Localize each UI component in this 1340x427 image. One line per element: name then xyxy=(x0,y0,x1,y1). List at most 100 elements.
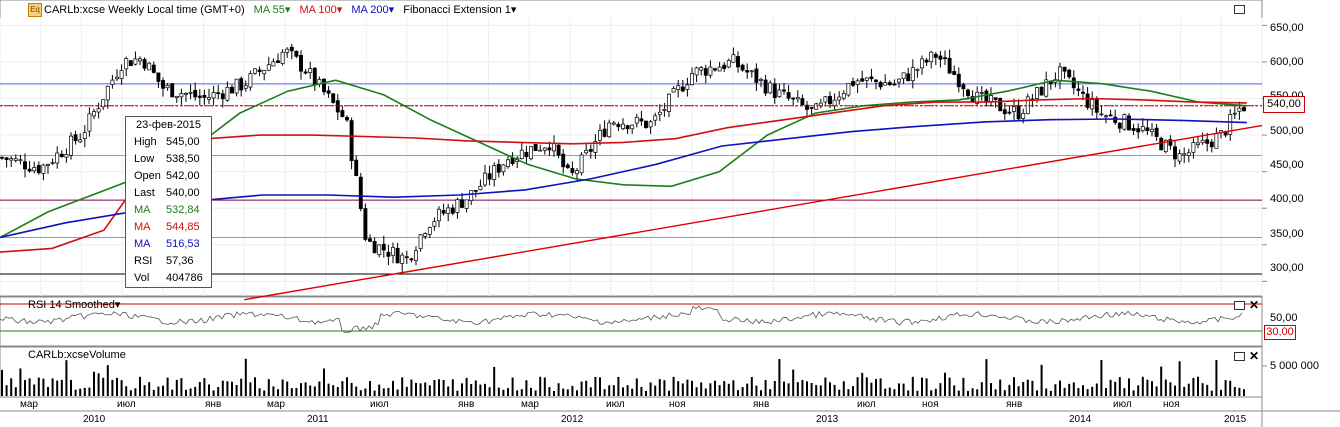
ma100-legend[interactable]: MA 100▾ xyxy=(299,4,343,16)
symbol-label[interactable]: CARLb:xcse Weekly Local time (GMT+0) xyxy=(44,4,245,16)
volume-bar xyxy=(355,386,358,396)
candle-body xyxy=(432,221,437,227)
candle-body xyxy=(906,73,911,81)
volume-bar xyxy=(235,384,238,396)
candle-body xyxy=(1242,107,1246,112)
maximize-rsi-button[interactable] xyxy=(1234,301,1245,310)
volume-bar xyxy=(658,379,661,396)
volume-bar xyxy=(672,376,675,396)
volume-bar xyxy=(1100,360,1103,396)
candle-body xyxy=(239,78,244,91)
candle-body xyxy=(395,247,400,264)
candle-body xyxy=(257,69,262,73)
candle-body xyxy=(1168,139,1173,146)
candle-body xyxy=(220,93,225,100)
volume-bar xyxy=(916,390,919,396)
candle-body xyxy=(777,89,782,97)
candle-body xyxy=(855,80,860,85)
candle-body xyxy=(768,82,773,94)
candle-body xyxy=(814,103,819,110)
month-label: июл xyxy=(606,399,625,410)
candle-body xyxy=(570,168,575,173)
volume-bar xyxy=(438,379,440,396)
volume-bar xyxy=(217,387,220,396)
info-value: 532,84 xyxy=(166,204,200,216)
volume-bar xyxy=(1229,380,1232,396)
volume-bar xyxy=(534,390,537,396)
volume-bar xyxy=(157,386,160,396)
close-rsi-icon[interactable]: ✕ xyxy=(1249,298,1260,312)
candle-body xyxy=(644,120,648,129)
candle-body xyxy=(13,158,18,161)
candle-body xyxy=(671,88,676,93)
candle-body xyxy=(266,64,271,71)
volume-bar xyxy=(1128,378,1130,396)
volume-bar xyxy=(1233,386,1236,396)
volume-bar xyxy=(1164,379,1167,396)
candle-body xyxy=(630,124,635,130)
volume-bar xyxy=(1086,389,1089,396)
candle-body xyxy=(363,208,368,240)
candle-body xyxy=(294,50,299,57)
candle-body xyxy=(648,121,653,128)
candle-body xyxy=(1182,153,1187,156)
candle-body xyxy=(147,62,152,71)
candle-body xyxy=(703,68,708,76)
info-value: 516,53 xyxy=(166,238,200,250)
candle-body xyxy=(538,149,543,152)
candle-body xyxy=(966,89,970,96)
candle-body xyxy=(722,64,727,69)
candle-body xyxy=(423,233,428,237)
volume-bar xyxy=(1238,387,1241,396)
volume-bar xyxy=(1169,382,1172,396)
eq-icon[interactable]: Eq xyxy=(28,3,42,17)
volume-bar xyxy=(824,377,827,396)
volume-bar xyxy=(1183,386,1186,396)
info-date: 23-фев-2015 xyxy=(136,119,202,131)
candle-body xyxy=(685,84,690,90)
volume-bar xyxy=(433,380,436,396)
info-value: 542,00 xyxy=(166,170,200,182)
candle-body xyxy=(588,149,593,152)
volume-bar xyxy=(990,383,992,396)
volume-bar xyxy=(116,377,118,396)
candle-body xyxy=(372,241,377,254)
candle-body xyxy=(634,116,639,124)
volume-bar xyxy=(267,379,270,396)
candle-body xyxy=(115,76,119,80)
candle-body xyxy=(1058,66,1062,82)
volume-title[interactable]: CARLb:xcseVolume xyxy=(28,349,126,361)
close-volume-icon[interactable]: ✕ xyxy=(1249,349,1260,363)
volume-bar xyxy=(74,389,77,396)
candle-body xyxy=(59,153,64,158)
volume-bar xyxy=(594,376,597,396)
volume-bar xyxy=(548,387,551,396)
volume-bar xyxy=(493,366,496,396)
volume-bar xyxy=(856,377,859,396)
volume-bar xyxy=(1220,389,1222,396)
volume-bar xyxy=(865,377,868,396)
ma55-legend[interactable]: MA 55▾ xyxy=(253,4,291,16)
month-label: июл xyxy=(857,399,876,410)
fibonacci-legend[interactable]: Fibonacci Extension 1▾ xyxy=(403,4,517,16)
candle-body xyxy=(142,59,147,69)
volume-bar xyxy=(566,389,569,396)
candle-body xyxy=(657,111,662,116)
volume-bar xyxy=(543,377,546,396)
candle-body xyxy=(979,92,984,94)
volume-bar xyxy=(313,386,316,396)
candle-body xyxy=(1154,127,1159,137)
volume-bar xyxy=(944,372,946,396)
volume-bar xyxy=(925,378,928,396)
maximize-main-button[interactable] xyxy=(1234,5,1245,14)
ma200-legend[interactable]: MA 200▾ xyxy=(351,4,395,16)
volume-bar xyxy=(957,390,960,396)
volume-bar xyxy=(819,385,822,396)
candle-body xyxy=(119,70,124,80)
candle-body xyxy=(262,70,267,75)
rsi-title[interactable]: RSI 14 Smoothed▾ xyxy=(28,299,121,311)
volume-bar xyxy=(704,388,707,396)
maximize-volume-button[interactable] xyxy=(1234,352,1245,361)
candle-body xyxy=(202,95,207,98)
volume-bar xyxy=(645,390,647,396)
